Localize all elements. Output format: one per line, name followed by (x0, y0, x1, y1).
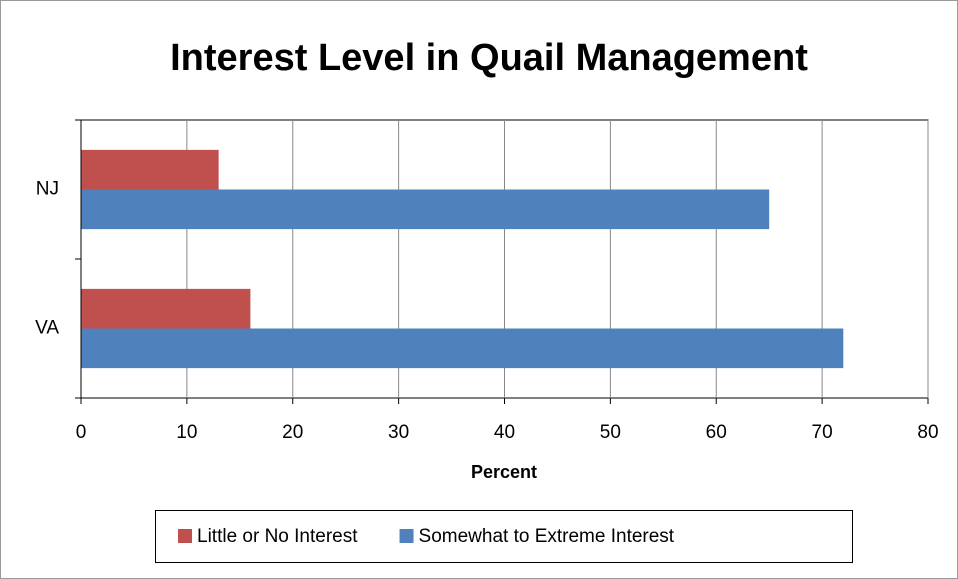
y-tick-label: VA (35, 318, 59, 339)
legend-box (155, 510, 853, 563)
legend-swatch (178, 529, 192, 543)
x-tick-label: 50 (600, 422, 621, 443)
chart-title: Interest Level in Quail Management (170, 37, 808, 79)
x-tick-label: 20 (282, 422, 303, 443)
x-tick-label: 40 (494, 422, 515, 443)
bar (81, 149, 219, 190)
legend-label: Little or No Interest (197, 526, 358, 547)
bar (81, 189, 770, 230)
bar (81, 328, 844, 369)
x-tick-label: 30 (388, 422, 409, 443)
bar (81, 288, 251, 329)
legend-swatch (399, 529, 414, 543)
x-tick-label: 80 (917, 422, 938, 443)
legend-label: Somewhat to Extreme Interest (419, 526, 675, 547)
x-axis-title: Percent (471, 462, 537, 482)
x-tick-label: 60 (706, 422, 727, 443)
x-tick-label: 70 (812, 422, 833, 443)
x-tick-label: 0 (76, 422, 87, 443)
y-tick-label: NJ (36, 179, 59, 200)
x-tick-label: 10 (176, 422, 197, 443)
